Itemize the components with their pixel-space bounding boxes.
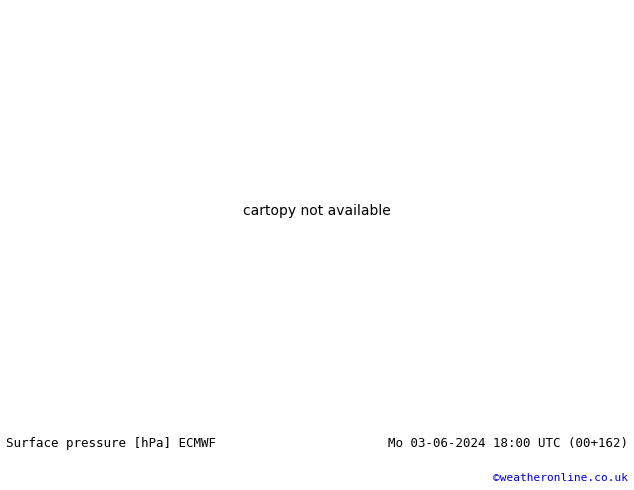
Text: Surface pressure [hPa] ECMWF: Surface pressure [hPa] ECMWF <box>6 437 216 450</box>
Text: cartopy not available: cartopy not available <box>243 204 391 218</box>
Text: ©weatheronline.co.uk: ©weatheronline.co.uk <box>493 473 628 483</box>
Text: Mo 03-06-2024 18:00 UTC (00+162): Mo 03-06-2024 18:00 UTC (00+162) <box>387 437 628 450</box>
